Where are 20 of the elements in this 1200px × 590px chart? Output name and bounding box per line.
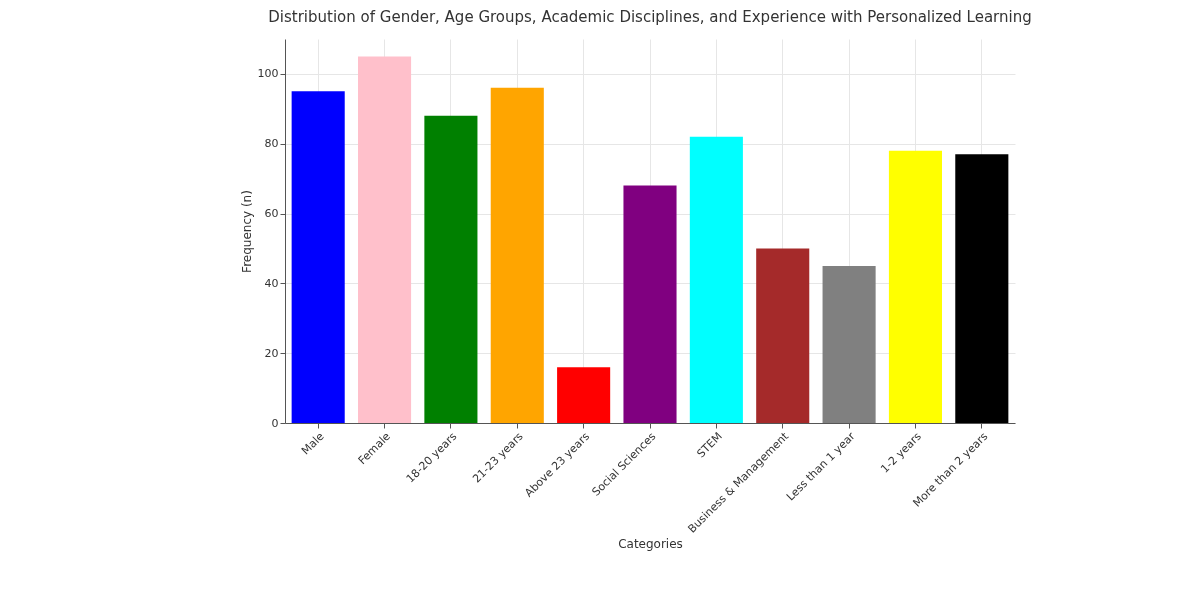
bar [358,56,412,423]
y-tick-label: 20 [264,346,279,360]
bar [424,115,478,423]
bar [822,265,876,423]
bar [955,154,1009,423]
bar [888,150,942,423]
bar [623,185,677,423]
y-tick-label: 60 [264,207,279,221]
chart-title: Distribution of Gender, Age Groups, Academic Disciplines, and Experience with Personalized Learning [268,8,1032,26]
bar [291,91,345,423]
bar [490,87,544,423]
bar [756,248,810,423]
y-tick-label: 40 [264,276,279,290]
bar [557,367,611,423]
y-tick-label: 0 [271,416,279,430]
bar [689,136,743,423]
y-tick-label: 100 [257,67,279,81]
x-axis-title: Categories [618,536,683,551]
y-tick-label: 80 [264,137,279,151]
y-axis-title: Frequency (n) [239,190,254,273]
